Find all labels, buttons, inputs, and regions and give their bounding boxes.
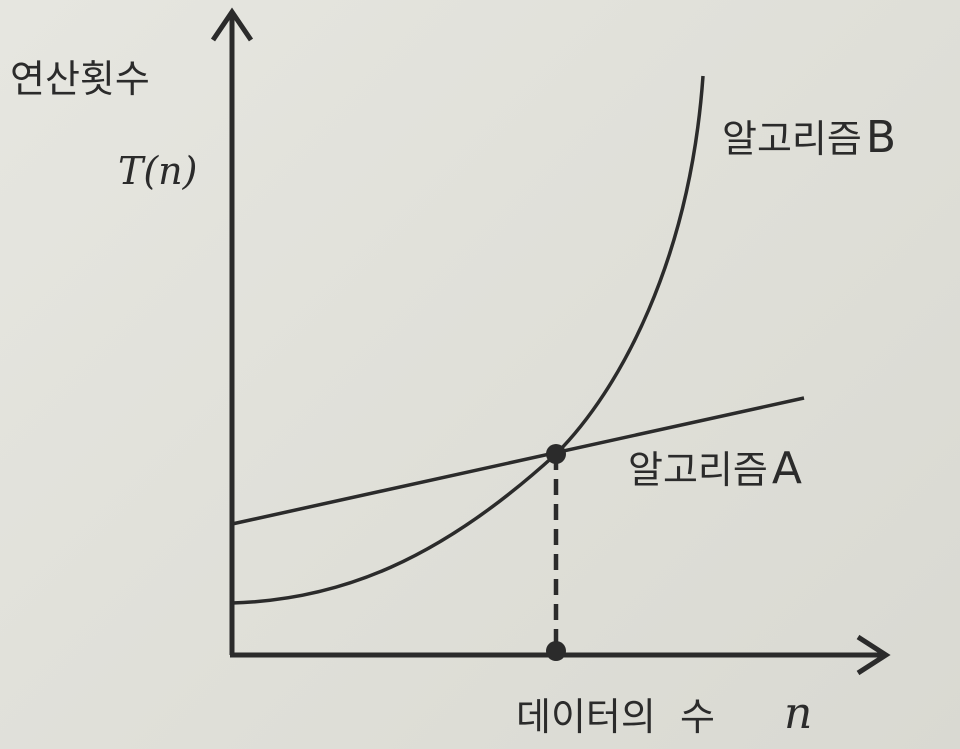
- series-line-algorithm-b: [231, 75, 705, 605]
- y-axis-arrowhead: [210, 7, 254, 42]
- y-axis-variable: T(n): [118, 149, 197, 193]
- series-label-algorithm-a: 알고리즘A: [628, 443, 802, 494]
- y-axis-label: 연산횟수: [10, 57, 150, 101]
- x-axis-arrowhead: [856, 634, 891, 676]
- series-label-algorithm-b: 알고리즘B: [722, 112, 896, 163]
- x-axis-variable: n: [784, 688, 812, 739]
- series-label-a-letter: A: [772, 443, 802, 494]
- series-line-algorithm-a: [231, 396, 805, 526]
- series-label-b-main: 알고리즘: [722, 117, 862, 161]
- x-axis-label: 데이터의 수: [516, 695, 715, 739]
- series-label-b-letter: B: [866, 112, 896, 163]
- intersection-x-marker: [546, 641, 566, 661]
- series-label-a-main: 알고리즘: [628, 448, 768, 492]
- intersection-point: [546, 444, 566, 464]
